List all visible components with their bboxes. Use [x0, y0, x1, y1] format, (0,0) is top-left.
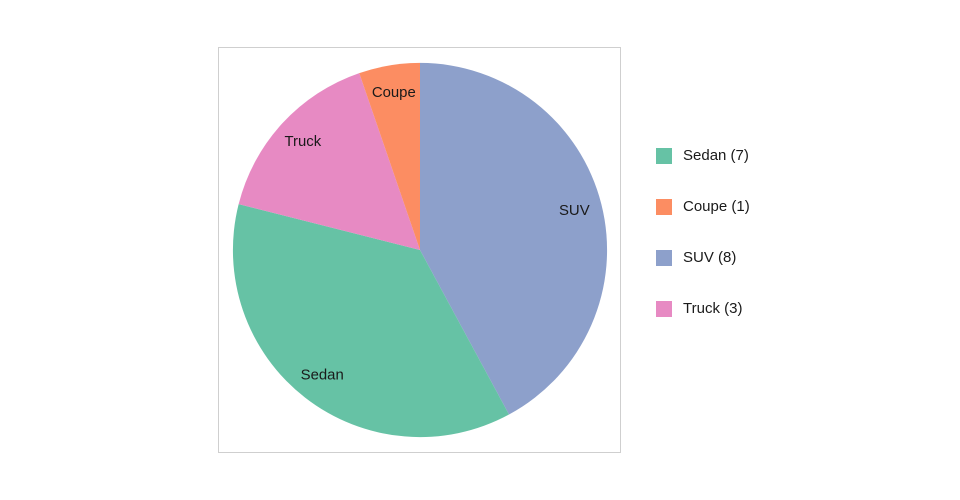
legend-swatch-suv — [656, 249, 672, 266]
legend-label-truck: Truck (3) — [683, 300, 743, 317]
pie-slice-suv — [419, 62, 608, 415]
plot-area: SUV Sedan Truck Coupe — [218, 47, 621, 453]
pie-slice-truck — [238, 73, 420, 250]
legend-swatch-sedan — [656, 147, 672, 164]
legend-swatch-coupe — [656, 198, 672, 215]
pie-slice-coupe — [359, 62, 420, 251]
legend-label-coupe: Coupe (1) — [683, 198, 750, 215]
slice-label-suv: SUV — [559, 202, 590, 219]
pie-chart-svg: SUV Sedan Truck Coupe — [232, 62, 608, 438]
legend-item-sedan: Sedan (7) — [656, 147, 750, 164]
slice-label-coupe: Coupe — [372, 84, 416, 101]
legend-item-truck: Truck (3) — [656, 300, 750, 317]
slice-label-truck: Truck — [285, 133, 322, 150]
pie-slice-sedan — [232, 204, 510, 438]
legend-swatch-truck — [656, 300, 672, 317]
legend-item-coupe: Coupe (1) — [656, 198, 750, 215]
legend-label-suv: SUV (8) — [683, 249, 737, 266]
slice-label-sedan: Sedan — [301, 367, 344, 384]
legend-item-suv: SUV (8) — [656, 249, 750, 266]
legend: Sedan (7) Coupe (1) SUV (8) Truck (3) — [656, 147, 750, 317]
legend-label-sedan: Sedan (7) — [683, 147, 749, 164]
